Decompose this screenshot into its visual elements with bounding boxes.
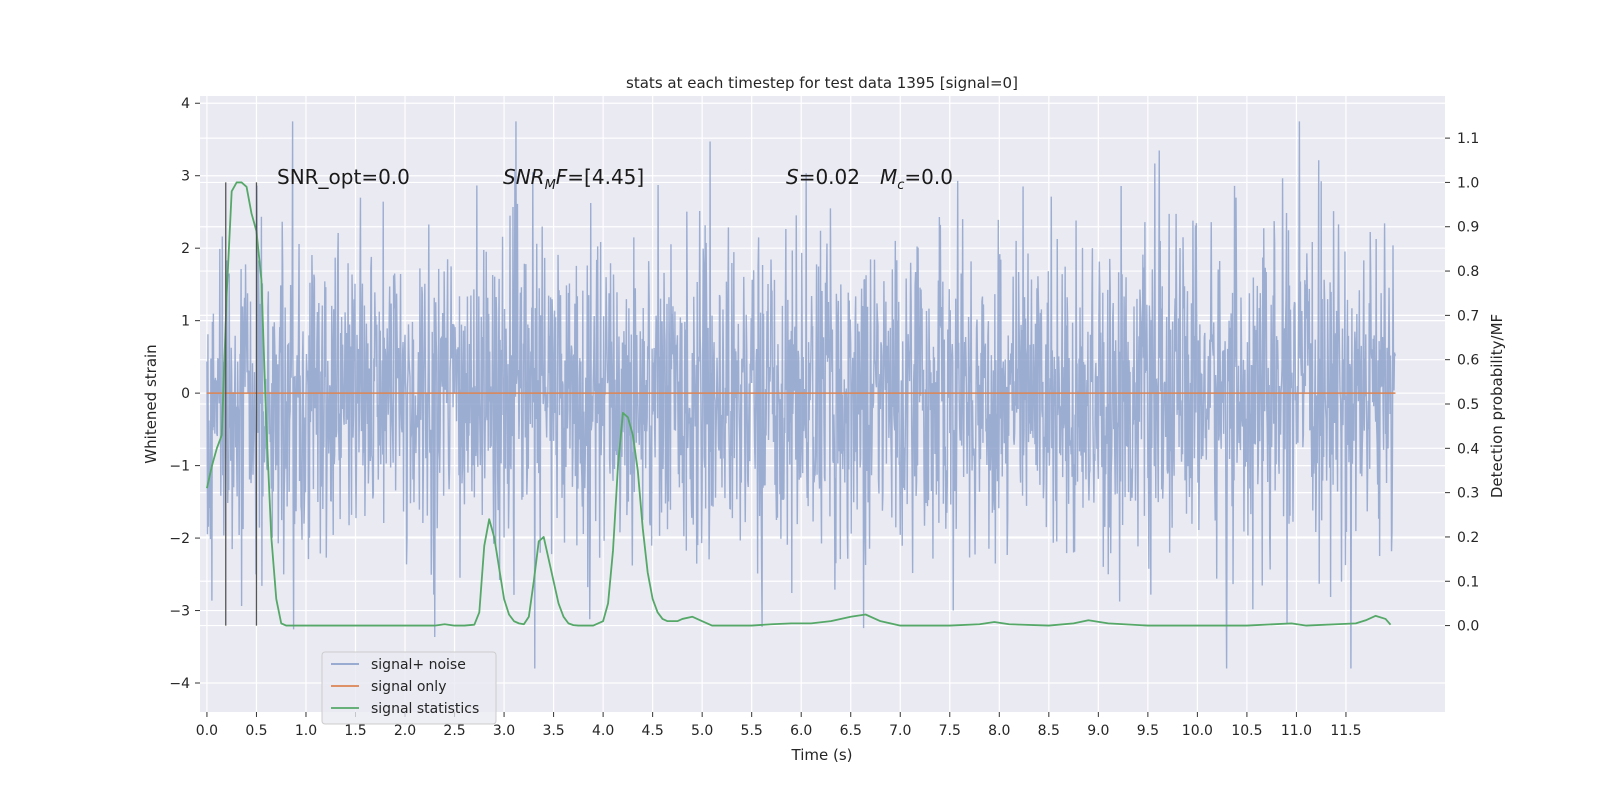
y2-tick-label: 1.0 — [1457, 175, 1479, 191]
y2-tick-label: 1.1 — [1457, 131, 1479, 147]
y2-tick-label: 0.2 — [1457, 530, 1479, 546]
legend-box — [321, 651, 497, 725]
x-tick-label: 3.5 — [542, 723, 564, 739]
y2-tick-label: 0.3 — [1457, 486, 1479, 502]
y-tick-label: 3 — [181, 169, 190, 185]
annotation-s: S=0.02 — [786, 165, 860, 189]
series-signal-noise — [206, 121, 1397, 669]
y2-tick-label: 0.5 — [1457, 397, 1479, 413]
legend: signal+ noise signal only signal statist… — [321, 651, 497, 725]
annotation-mc: Mc=0.0 — [880, 165, 953, 193]
x-tick-label: 0.5 — [245, 723, 267, 739]
x-tick-label: 5.0 — [691, 723, 713, 739]
series-signal-statistics — [206, 181, 1392, 627]
y2-tick-label: 0.7 — [1457, 308, 1479, 324]
x-tick-label: 4.0 — [592, 723, 614, 739]
y-tick-label: −1 — [169, 459, 190, 475]
annotation-mc-symbol: M — [880, 165, 897, 189]
x-axis-label: Time (s) — [791, 746, 853, 764]
annotation-snr-mf: SNRMF=[4.45] — [503, 165, 644, 193]
vertical-markers — [225, 182, 258, 626]
y-tick-label: 4 — [181, 96, 190, 112]
y2-tick-label: 0.6 — [1457, 353, 1479, 369]
x-tick-label: 2.0 — [394, 723, 416, 739]
annotation-snr-opt: SNR_opt=0.0 — [277, 165, 410, 189]
x-tick-label: 8.5 — [1038, 723, 1060, 739]
x-tick-label: 1.0 — [295, 723, 317, 739]
noise-series-layer — [206, 121, 1397, 669]
x-tick-label: 10.0 — [1182, 723, 1213, 739]
x-tick-label: 7.0 — [889, 723, 911, 739]
x-tick-label: 9.5 — [1137, 723, 1159, 739]
y2-tick-label: 0.8 — [1457, 264, 1479, 280]
y2-axis-ticks: 0.0 0.1 0.2 0.3 0.4 0.5 0.6 0.7 0.8 0.9 1.0 1.1 — [1445, 131, 1479, 635]
x-tick-label: 6.5 — [840, 723, 862, 739]
annotations: SNR_opt=0.0 SNRMF=[4.45] S=0.02 Mc=0.0 — [277, 165, 953, 193]
y2-tick-label: 0.1 — [1457, 574, 1479, 590]
y-axis-ticks: −4 −3 −2 −1 0 1 2 3 4 — [169, 96, 200, 692]
y2-tick-label: 0.9 — [1457, 220, 1479, 236]
legend-label-signal-noise: signal+ noise — [371, 657, 466, 673]
y-tick-label: 1 — [181, 314, 190, 330]
x-tick-label: 5.5 — [741, 723, 763, 739]
x-tick-label: 1.5 — [344, 723, 366, 739]
x-tick-label: 10.5 — [1231, 723, 1262, 739]
annotation-s-value: =0.02 — [799, 165, 860, 189]
x-tick-label: 7.5 — [939, 723, 961, 739]
y-tick-label: 0 — [181, 386, 190, 402]
annotation-mc-subscript: c — [897, 178, 904, 193]
x-tick-label: 11.5 — [1330, 723, 1361, 739]
x-tick-label: 6.0 — [790, 723, 812, 739]
annotation-snr-mf-symbol: SNR — [503, 165, 545, 189]
y2-tick-label: 0.0 — [1457, 619, 1479, 635]
x-tick-label: 4.5 — [642, 723, 664, 739]
x-tick-label: 0.0 — [196, 723, 218, 739]
annotation-snr-mf-value: =[4.45] — [567, 165, 644, 189]
chart-title: stats at each timestep for test data 139… — [626, 74, 1018, 92]
statistics-series-layer — [206, 181, 1392, 627]
annotation-snr-mf-subscript: M — [545, 178, 556, 193]
y2-tick-label: 0.4 — [1457, 441, 1479, 457]
annotation-mc-value: =0.0 — [904, 165, 953, 189]
y-tick-label: −3 — [169, 604, 190, 620]
annotation-s-symbol: S — [786, 165, 799, 189]
x-tick-label: 3.0 — [493, 723, 515, 739]
y-tick-label: −4 — [169, 676, 190, 692]
y2-axis-label: Detection probability/MF — [1488, 314, 1506, 498]
x-tick-label: 11.0 — [1281, 723, 1312, 739]
x-axis-ticks: 0.0 0.5 1.0 1.5 2.0 2.5 3.0 3.5 4.0 4.5 5.0 5.5 6.0 6… — [196, 712, 1362, 739]
y-axis-label: Whitened strain — [142, 344, 160, 463]
legend-label-signal-statistics: signal statistics — [371, 701, 479, 717]
x-tick-label: 2.5 — [443, 723, 465, 739]
y-tick-label: −2 — [169, 531, 190, 547]
legend-label-signal-only: signal only — [371, 679, 446, 695]
x-tick-label: 9.0 — [1087, 723, 1109, 739]
x-tick-label: 8.0 — [988, 723, 1010, 739]
y-tick-label: 2 — [181, 241, 190, 257]
annotation-snr-mf-f: F — [556, 165, 568, 189]
